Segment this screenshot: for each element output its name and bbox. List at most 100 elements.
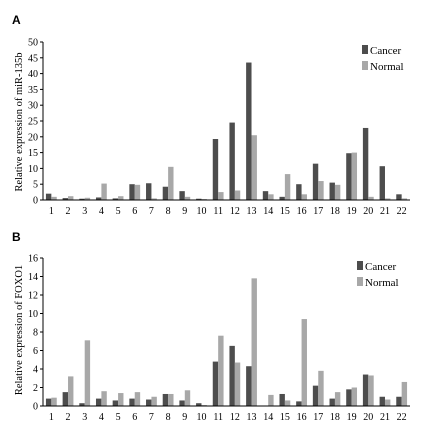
bar-normal-14: [268, 394, 274, 406]
x-tick-label: 22: [397, 206, 407, 217]
bar-cancer-9: [179, 400, 185, 406]
x-tick-label: 3: [82, 412, 87, 423]
y-tick-label: 0: [33, 196, 38, 207]
bar-normal-2: [68, 196, 74, 200]
x-tick-label: 2: [66, 412, 71, 423]
x-tick-label: 12: [230, 412, 240, 423]
y-tick-label: 50: [28, 38, 38, 49]
bar-cancer-13: [246, 366, 252, 406]
bar-normal-3: [84, 197, 91, 200]
x-tick-label: 18: [330, 412, 340, 423]
legend-swatch-normal: [362, 61, 368, 70]
y-tick-label: 4: [33, 365, 38, 376]
bar-cancer-7: [146, 183, 152, 200]
bar-normal-22: [401, 198, 408, 200]
x-tick-label: 6: [132, 206, 137, 217]
bar-normal-5: [118, 196, 124, 200]
legend-label-cancer: Cancer: [365, 261, 396, 273]
x-tick-label: 5: [116, 412, 121, 423]
bar-normal-13: [251, 135, 257, 200]
bar-cancer-12: [229, 345, 235, 406]
y-tick-label: 16: [28, 254, 38, 265]
x-tick-label: 19: [347, 412, 357, 423]
x-tick-label: 14: [263, 412, 273, 423]
bar-normal-11: [218, 192, 224, 200]
bar-cancer-21: [379, 166, 385, 200]
x-tick-label: 3: [82, 206, 87, 217]
bar-cancer-1: [45, 398, 52, 406]
bar-cancer-3: [79, 198, 85, 200]
bar-cancer-20: [362, 127, 369, 200]
panel-a-chart: A Relative expression of miR-135b 051015…: [12, 13, 410, 217]
bar-normal-19: [351, 387, 358, 406]
x-tick-label: 11: [213, 206, 223, 217]
y-tick-label: 6: [33, 346, 38, 357]
bar-normal-15: [284, 400, 291, 406]
bar-cancer-13: [246, 62, 252, 200]
panel-b-chart: B Relative expression of FOXO1 024681012…: [12, 230, 410, 423]
bar-cancer-4: [95, 197, 102, 200]
legend-swatch-cancer: [357, 261, 363, 270]
bar-cancer-12: [229, 122, 235, 200]
y-tick-label: 14: [28, 272, 38, 283]
bar-normal-14: [268, 194, 274, 200]
y-tick-label: 5: [33, 180, 38, 191]
x-tick-label: 20: [363, 412, 373, 423]
x-tick-label: 13: [247, 412, 257, 423]
y-tick-label: 30: [28, 101, 38, 112]
bar-cancer-9: [179, 191, 185, 200]
y-tick-label: 35: [28, 85, 38, 96]
y-tick-label: 8: [33, 328, 38, 339]
bar-normal-21: [384, 198, 391, 200]
bar-cancer-18: [329, 182, 335, 200]
bar-cancer-10: [196, 198, 202, 200]
x-tick-label: 14: [263, 206, 273, 217]
x-tick-label: 9: [182, 412, 187, 423]
y-tick-label: 15: [28, 148, 38, 159]
bar-cancer-22: [396, 194, 402, 200]
bar-cancer-6: [129, 398, 135, 406]
x-tick-label: 13: [247, 206, 257, 217]
x-tick-label: 12: [230, 206, 240, 217]
bar-normal-8: [168, 166, 174, 200]
bar-cancer-8: [162, 186, 169, 200]
panel-a-label: A: [12, 13, 21, 27]
panel-a-ylabel: Relative expression of miR-135b: [14, 52, 25, 191]
bar-cancer-16: [296, 401, 302, 406]
bar-normal-1: [51, 397, 57, 406]
bar-normal-5: [118, 393, 124, 406]
y-tick-label: 25: [28, 117, 38, 128]
bar-cancer-4: [95, 398, 102, 406]
bar-normal-8: [168, 393, 174, 406]
x-tick-label: 2: [66, 206, 71, 217]
bar-cancer-22: [396, 396, 402, 406]
x-tick-label: 17: [313, 206, 323, 217]
y-tick-label: 10: [28, 309, 38, 320]
x-tick-label: 19: [347, 206, 357, 217]
x-tick-label: 4: [99, 206, 104, 217]
bar-normal-22: [401, 381, 408, 406]
bar-cancer-20: [362, 374, 369, 406]
bar-normal-7: [151, 396, 157, 406]
panel-b-ylabel: Relative expression of FOXO1: [14, 265, 25, 395]
x-tick-label: 17: [313, 412, 323, 423]
legend-swatch-cancer: [362, 45, 368, 54]
bar-normal-6: [134, 184, 141, 200]
bar-cancer-2: [62, 392, 69, 406]
legend-swatch-normal: [357, 277, 363, 286]
x-tick-label: 21: [380, 412, 390, 423]
x-tick-label: 5: [116, 206, 121, 217]
x-tick-label: 15: [280, 412, 290, 423]
bar-normal-17: [318, 181, 324, 200]
bar-normal-12: [234, 362, 241, 406]
legend-label-cancer: Cancer: [370, 45, 401, 57]
x-tick-label: 15: [280, 206, 290, 217]
bar-normal-9: [184, 196, 191, 200]
y-tick-label: 12: [28, 291, 38, 302]
bar-cancer-19: [346, 153, 352, 200]
legend-label-normal: Normal: [370, 61, 404, 73]
bar-normal-7: [151, 198, 157, 200]
bar-cancer-19: [346, 389, 352, 406]
panel-b-label: B: [12, 230, 21, 244]
bar-cancer-14: [262, 191, 269, 200]
